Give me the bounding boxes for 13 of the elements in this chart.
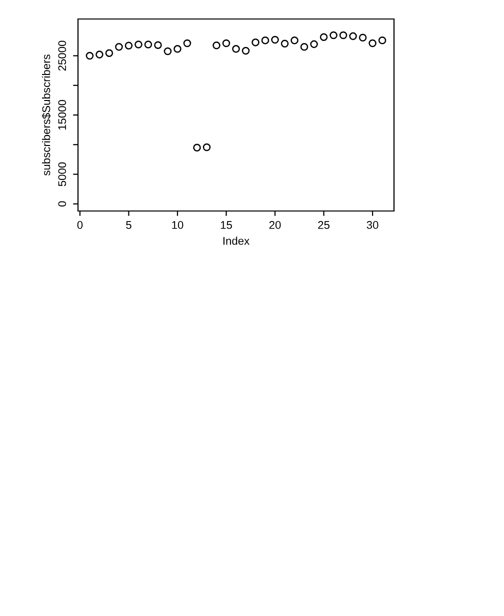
x-tick-label: 5 (126, 221, 132, 229)
x-tick-label: 25 (318, 221, 330, 229)
y-tick-label: 25000 (58, 40, 66, 71)
x-tick-label: 30 (366, 221, 378, 229)
x-axis-title: Index (223, 236, 250, 245)
y-tick-label: 15000 (58, 100, 66, 130)
x-tick-label: 10 (172, 221, 184, 229)
y-axis-title: subscribers$Subscribers (42, 54, 51, 176)
y-tick-label: 0 (58, 201, 66, 207)
x-tick-label: 0 (77, 221, 83, 229)
x-tick-label: 20 (269, 221, 281, 229)
x-tick-label: 15 (220, 221, 232, 229)
y-tick-label: 5000 (58, 162, 66, 186)
